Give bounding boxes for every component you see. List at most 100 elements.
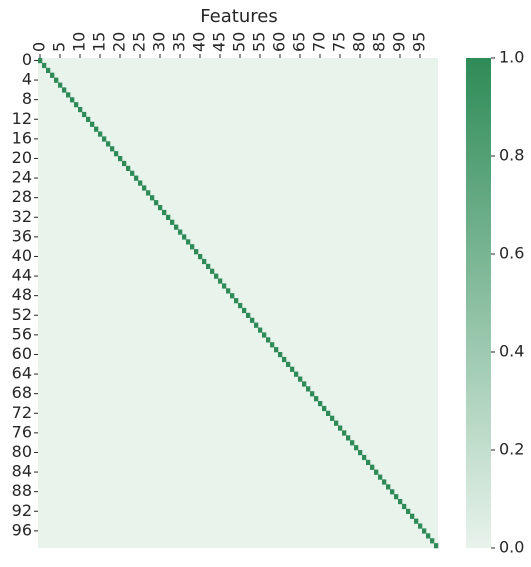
colorbar-ticks: 0.0 0.2 0.4 0.6 0.8 1.0 (491, 48, 524, 557)
heatmap-cell (102, 136, 107, 142)
heatmap-cell (330, 415, 335, 421)
y-tick-label: 28 (12, 187, 32, 206)
y-tick-label: 4 (22, 70, 32, 89)
heatmap-cell (350, 440, 355, 446)
heatmap-cell (310, 391, 315, 397)
y-tick-label: 20 (12, 148, 32, 167)
heatmap-cell (382, 479, 387, 485)
x-tick-label: 55 (250, 32, 269, 52)
y-tick-label: 12 (12, 109, 32, 128)
heatmap-cell (326, 410, 331, 416)
x-tick-label: 10 (70, 32, 89, 52)
heatmap-cell (122, 160, 127, 167)
heatmap-cell (174, 224, 179, 230)
heatmap-cell (322, 405, 327, 412)
x-tick-label: 20 (110, 32, 129, 52)
colorbar-tick-label: 1.0 (499, 48, 524, 67)
y-tick-label: 64 (12, 364, 32, 383)
heatmap-cell (422, 528, 427, 534)
heatmap-cell (70, 97, 75, 103)
colorbar-tick-label: 0.6 (499, 244, 524, 263)
heatmap-cell (430, 538, 435, 544)
x-tick-label: 65 (290, 32, 309, 52)
heatmap-cell (354, 445, 359, 451)
heatmap-cell (86, 116, 91, 122)
colorbar-tick-label: 0.4 (499, 342, 524, 361)
y-tick-label: 96 (12, 520, 32, 539)
heatmap-cell (78, 107, 83, 113)
y-axis-ticks: 0481216202428323640444852566064687276808… (12, 50, 38, 539)
heatmap-cell (154, 200, 159, 206)
y-tick-label: 88 (12, 481, 32, 500)
heatmap-cell (366, 459, 371, 465)
heatmap-cell (186, 239, 191, 245)
y-tick-label: 52 (12, 305, 32, 324)
y-tick-label: 56 (12, 324, 32, 343)
heatmap-cell (158, 205, 163, 211)
heatmap-cell (190, 244, 195, 250)
heatmap-cell (130, 170, 135, 176)
heatmap-cell (138, 180, 143, 186)
heatmap-cell (210, 268, 215, 274)
heatmap-cell (294, 371, 299, 377)
heatmap-cell (290, 366, 295, 372)
heatmap-cell (258, 327, 263, 333)
heatmap-cell (410, 513, 415, 519)
x-tick-label: 5 (50, 42, 69, 52)
heatmap-cell (266, 337, 271, 343)
heatmap-cell (146, 190, 151, 196)
y-tick-label: 24 (12, 168, 32, 187)
heatmap-cell (198, 254, 203, 260)
heatmap-cell (202, 258, 207, 265)
y-tick-label: 8 (22, 89, 32, 108)
colorbar-tick-label: 0.2 (499, 440, 524, 459)
heatmap-cell (46, 67, 51, 73)
x-tick-label: 25 (130, 32, 149, 52)
heatmap-cell (406, 508, 411, 514)
x-tick-label: 95 (410, 32, 429, 52)
heatmap-cell (418, 523, 423, 529)
x-tick-label: 85 (370, 32, 389, 52)
heatmap-cell (434, 543, 439, 549)
heatmap-cell (58, 82, 63, 88)
heatmap-cell (238, 303, 243, 309)
heatmap-cell (42, 62, 47, 69)
heatmap-cell (374, 469, 379, 475)
x-tick-label: 40 (190, 32, 209, 52)
x-tick-label: 30 (150, 32, 169, 52)
x-tick-label: 0 (30, 42, 49, 52)
heatmap-cell (342, 430, 347, 436)
heatmap-cell (142, 185, 147, 191)
heatmap-cell (282, 356, 287, 363)
heatmap-cell (358, 450, 363, 456)
heatmap-cell (274, 347, 279, 353)
heatmap-cell (334, 420, 339, 426)
heatmap-cell (246, 312, 251, 318)
colorbar-tick-label: 0.0 (499, 538, 524, 557)
heatmap-cell (262, 332, 267, 338)
heatmap-cell (402, 503, 407, 510)
y-tick-label: 68 (12, 383, 32, 402)
heatmap-cell (178, 229, 183, 235)
heatmap-cell (254, 322, 259, 328)
heatmap-cell (110, 146, 115, 152)
heatmap-cell (370, 464, 375, 470)
heatmap-cell (394, 494, 399, 500)
x-tick-label: 45 (210, 32, 229, 52)
heatmap-cell (298, 376, 303, 382)
y-tick-label: 80 (12, 442, 32, 461)
heatmap-cell (98, 131, 103, 137)
heatmap-cell (222, 283, 227, 289)
y-tick-label: 76 (12, 422, 32, 441)
chart-title: Features (200, 6, 277, 27)
heatmap-cell (386, 484, 391, 490)
colorbar (466, 58, 491, 548)
heatmap-cell (62, 87, 67, 93)
y-tick-label: 32 (12, 207, 32, 226)
heatmap-cell (66, 92, 71, 98)
x-tick-label: 90 (390, 32, 409, 52)
heatmap-cell (50, 72, 55, 78)
colorbar-tick-label: 0.8 (499, 146, 524, 165)
heatmap-cell (278, 352, 283, 358)
